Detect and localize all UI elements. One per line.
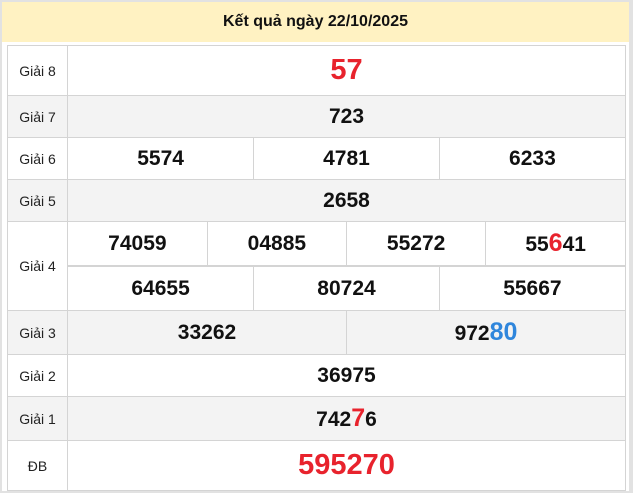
prize-number: 55641 <box>485 222 625 265</box>
results-title: Kết quả ngày 22/10/2025 <box>2 2 629 42</box>
prize-number: 4781 <box>253 138 440 179</box>
prize-label: Giải 5 <box>7 179 68 222</box>
digits: 742 <box>316 408 352 431</box>
digits: 41 <box>562 233 586 256</box>
prize-number: 595270 <box>67 440 626 491</box>
results-table: Giải 8 57 Giải 7 723 Giải 6 5574 4781 6233 Gi… <box>7 45 626 491</box>
digits: 6233 <box>509 146 556 170</box>
prize-number: 04885 <box>206 222 347 265</box>
prize-label: Giải 4 <box>7 221 68 311</box>
highlighted-digits: 6 <box>548 229 563 257</box>
digits: 2658 <box>323 188 370 212</box>
digits: 4781 <box>323 146 370 170</box>
prize-number: 64655 <box>68 266 254 310</box>
prize-number: 80724 <box>253 266 440 310</box>
prize-row-g2: Giải 2 36975 <box>7 354 626 397</box>
digits: 55272 <box>386 231 446 255</box>
prize-row-g4: Giải 4 74059 04885 55272 55641 64655 80724 5566… <box>7 221 626 311</box>
digits: 04885 <box>247 231 307 255</box>
prize-row-g7: Giải 7 723 <box>7 95 626 138</box>
highlighted-digits: 595270 <box>298 449 395 481</box>
prize-label: Giải 1 <box>7 396 68 441</box>
digits: 64655 <box>131 276 190 300</box>
highlighted-digits: 80 <box>489 318 518 346</box>
prize-row-special: ĐB 595270 <box>7 440 626 491</box>
digits: 80724 <box>317 276 376 300</box>
digits: 723 <box>328 104 365 128</box>
prize-row-g5: Giải 5 2658 <box>7 179 626 222</box>
digits: 33262 <box>177 320 237 344</box>
digits: 6 <box>365 408 377 431</box>
prize-number: 74059 <box>68 222 207 265</box>
prize-number: 57 <box>67 45 626 96</box>
digits: 74059 <box>108 231 167 255</box>
prize-number: 33262 <box>68 311 347 354</box>
prize-row-g8: Giải 8 57 <box>7 45 626 96</box>
prize-label: Giải 6 <box>7 137 68 180</box>
prize-label: Giải 7 <box>7 95 68 138</box>
highlighted-digits: 57 <box>330 54 363 86</box>
prize-label: ĐB <box>7 440 68 491</box>
prize-number: 74276 <box>67 396 626 441</box>
prize-row-g1: Giải 1 74276 <box>7 396 626 441</box>
prize-number: 5574 <box>68 138 254 179</box>
prize-number: 6233 <box>438 138 625 179</box>
prize-label: Giải 8 <box>7 45 68 96</box>
prize-number: 36975 <box>67 354 626 397</box>
prize-label: Giải 3 <box>7 310 68 355</box>
prize-row-g3: Giải 3 33262 97280 <box>7 310 626 355</box>
digits: 55 <box>525 233 549 256</box>
digits: 36975 <box>317 363 376 387</box>
prize-number: 723 <box>67 95 626 138</box>
prize-number: 97280 <box>346 311 625 354</box>
digits: 55667 <box>503 276 562 300</box>
prize-number: 55667 <box>438 266 625 310</box>
digits: 972 <box>454 322 490 345</box>
prize-label: Giải 2 <box>7 354 68 397</box>
prize-number: 2658 <box>67 179 626 222</box>
highlighted-digits: 7 <box>351 404 366 432</box>
digits: 5574 <box>137 146 184 170</box>
prize-row-g6: Giải 6 5574 4781 6233 <box>7 137 626 180</box>
prize-number: 55272 <box>345 222 486 265</box>
